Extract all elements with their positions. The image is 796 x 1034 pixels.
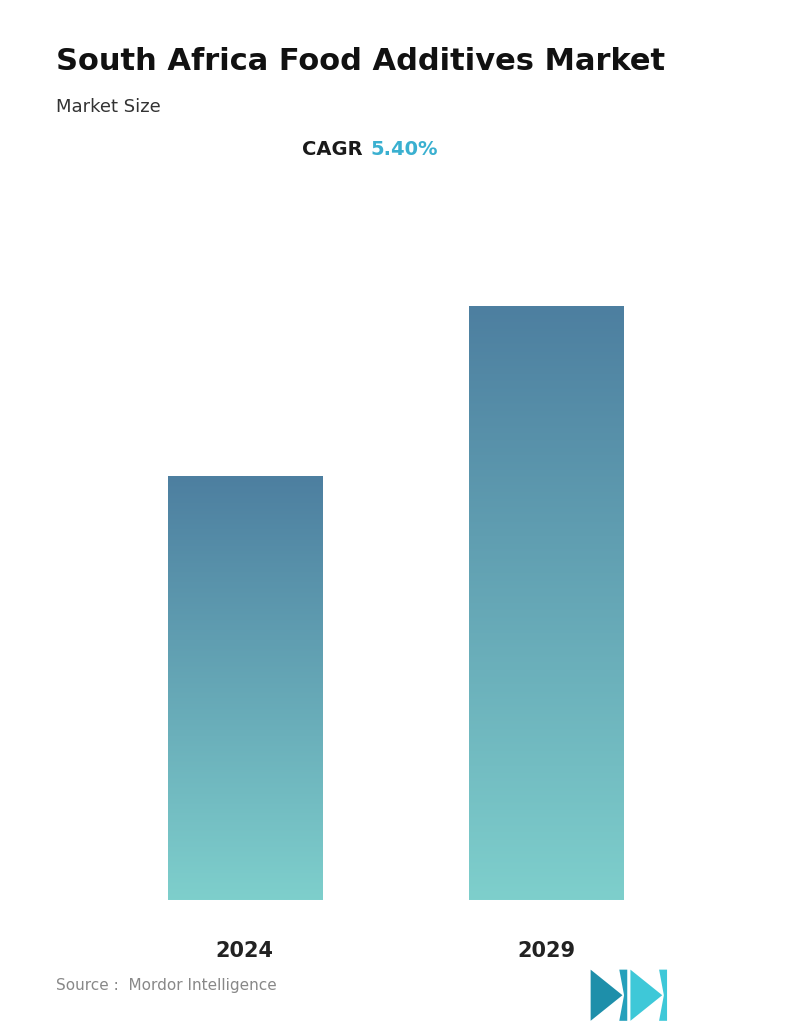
Text: Source :  Mordor Intelligence: Source : Mordor Intelligence bbox=[56, 977, 276, 993]
Polygon shape bbox=[630, 970, 662, 1021]
Text: 2029: 2029 bbox=[517, 941, 576, 961]
Polygon shape bbox=[591, 970, 622, 1021]
Text: 5.40%: 5.40% bbox=[370, 141, 438, 159]
Polygon shape bbox=[659, 970, 667, 1021]
Text: South Africa Food Additives Market: South Africa Food Additives Market bbox=[56, 47, 665, 75]
Text: 2024: 2024 bbox=[216, 941, 274, 961]
Text: CAGR: CAGR bbox=[302, 141, 362, 159]
Text: Market Size: Market Size bbox=[56, 98, 161, 116]
Polygon shape bbox=[619, 970, 627, 1021]
